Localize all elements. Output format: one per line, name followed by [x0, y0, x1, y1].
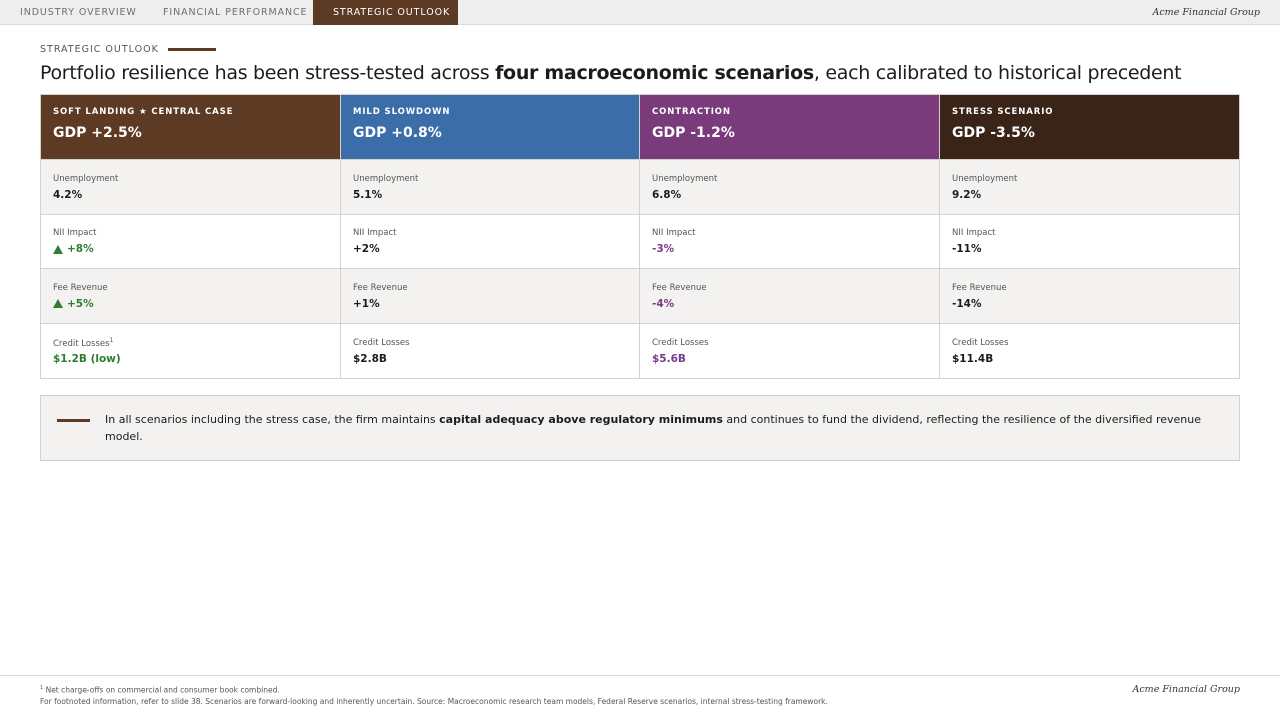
eyebrow-label: STRATEGIC OUTLOOK — [40, 44, 159, 55]
scenario-label: SOFT LANDING ★ CENTRAL CASE — [53, 107, 234, 117]
callout-post: and continues to fund the dividend, refl… — [105, 413, 1201, 443]
scenario-header-stress: STRESS SCENARIO GDP -3.5% — [940, 95, 1239, 160]
key-takeaway-callout: In all scenarios including the stress ca… — [40, 395, 1240, 461]
metric-label: Fee Revenue — [652, 282, 707, 293]
footer-brand: Acme Financial Group — [1132, 684, 1241, 695]
triangle-up-icon — [53, 299, 63, 308]
scenario-label: STRESS SCENARIO — [952, 107, 1054, 117]
footnote-marker: 1 — [109, 336, 114, 344]
tab-industry-overview[interactable]: INDUSTRY OVERVIEW — [20, 7, 137, 18]
triangle-up-icon — [53, 244, 63, 254]
credit-losses-cell: Credit Losses $2.8B — [341, 324, 640, 378]
scenario-grid: SOFT LANDING ★ CENTRAL CASE GDP +2.5% MI… — [40, 94, 1240, 379]
metric-value: -14% — [952, 297, 982, 310]
unemployment-cell: Unemployment 4.2% — [41, 160, 341, 215]
unemployment-cell: Unemployment 9.2% — [940, 160, 1239, 215]
metric-label: Fee Revenue — [952, 282, 1007, 293]
section-eyebrow: STRATEGIC OUTLOOK — [40, 44, 216, 55]
metric-value: +1% — [353, 297, 380, 310]
metric-label: Credit Losses — [652, 337, 709, 348]
tab-financial-performance[interactable]: FINANCIAL PERFORMANCE — [163, 7, 308, 18]
scenario-label: CONTRACTION — [652, 107, 731, 117]
scenario-gdp: GDP -3.5% — [952, 125, 1035, 141]
metric-label: Credit Losses — [952, 337, 1009, 348]
metric-value: 9.2% — [952, 188, 982, 201]
scenario-header-soft-landing: SOFT LANDING ★ CENTRAL CASE GDP +2.5% — [41, 95, 341, 160]
metric-value: 4.2% — [53, 188, 83, 201]
metric-value: 6.8% — [652, 188, 682, 201]
callout-pre: In all scenarios including the stress ca… — [105, 413, 440, 426]
metric-label: NII Impact — [353, 228, 397, 238]
credit-label: Credit Losses — [53, 338, 110, 349]
metric-label: Unemployment — [353, 173, 419, 184]
footnote-text: Net charge-offs on commercial and consum… — [45, 685, 280, 695]
metric-value: $5.6B — [652, 352, 686, 365]
footnote: 1 Net charge-offs on commercial and cons… — [40, 685, 280, 695]
metric-label: Fee Revenue — [353, 282, 408, 293]
metric-label: Credit Losses1 — [53, 337, 328, 349]
metric-value: +5% — [67, 297, 94, 310]
metric-label: Unemployment — [952, 173, 1018, 184]
nii-impact-cell: NII Impact +2% — [341, 215, 640, 269]
metric-value-wrap: +8% — [53, 243, 328, 255]
page-title: Portfolio resilience has been stress-tes… — [40, 62, 1182, 84]
metric-label: Unemployment — [53, 173, 119, 184]
metric-label: NII Impact — [53, 228, 97, 238]
fee-revenue-cell: Fee Revenue -4% — [640, 269, 940, 324]
metric-label: Unemployment — [652, 173, 718, 184]
callout-bold: capital adequacy above regulatory minimu… — [439, 413, 723, 426]
brand-logo-text: Acme Financial Group — [1152, 7, 1261, 18]
metric-label: NII Impact — [952, 228, 996, 238]
callout-text: In all scenarios including the stress ca… — [105, 412, 1215, 445]
scenario-gdp: GDP -1.2% — [652, 125, 735, 141]
scenario-label: MILD SLOWDOWN — [353, 107, 451, 117]
top-nav: INDUSTRY OVERVIEW FINANCIAL PERFORMANCE … — [0, 0, 1280, 25]
metric-value: 5.1% — [353, 188, 383, 201]
metric-value: +2% — [353, 243, 380, 255]
metric-value: $11.4B — [952, 352, 994, 365]
metric-value: +8% — [67, 243, 94, 255]
tab-strategic-outlook[interactable]: STRATEGIC OUTLOOK — [313, 0, 458, 25]
source-note: For footnoted information, refer to slid… — [40, 697, 828, 706]
metric-value-wrap: +5% — [53, 298, 328, 310]
scenario-gdp: GDP +2.5% — [53, 125, 142, 141]
eyebrow-rule — [167, 48, 216, 51]
unemployment-cell: Unemployment 6.8% — [640, 160, 940, 215]
metric-value: -3% — [652, 243, 675, 255]
metric-value: -11% — [952, 243, 982, 255]
title-pre: Portfolio resilience has been stress-tes… — [40, 62, 496, 84]
fee-revenue-cell: Fee Revenue -14% — [940, 269, 1239, 324]
metric-label: Fee Revenue — [53, 282, 108, 293]
footer-divider — [0, 675, 1280, 676]
nii-impact-cell: NII Impact -3% — [640, 215, 940, 269]
nii-impact-cell: NII Impact +8% — [41, 215, 341, 269]
footnote-marker: 1 — [40, 685, 44, 691]
metric-label: Credit Losses — [353, 337, 410, 348]
fee-revenue-cell: Fee Revenue +5% — [41, 269, 341, 324]
scenario-header-mild-slowdown: MILD SLOWDOWN GDP +0.8% — [341, 95, 640, 160]
unemployment-cell: Unemployment 5.1% — [341, 160, 640, 215]
scenario-gdp: GDP +0.8% — [353, 125, 442, 141]
metric-value: $2.8B — [353, 352, 387, 365]
callout-rule — [57, 419, 90, 422]
metric-value: -4% — [652, 297, 675, 310]
metric-label: NII Impact — [652, 228, 696, 238]
metric-value: $1.2B (low) — [53, 353, 121, 366]
nii-impact-cell: NII Impact -11% — [940, 215, 1239, 269]
credit-losses-cell: Credit Losses $5.6B — [640, 324, 940, 378]
title-post: , each calibrated to historical preceden… — [813, 62, 1182, 84]
scenario-header-contraction: CONTRACTION GDP -1.2% — [640, 95, 940, 160]
title-bold: four macroeconomic scenarios — [495, 62, 814, 84]
credit-losses-cell: Credit Losses $11.4B — [940, 324, 1239, 378]
fee-revenue-cell: Fee Revenue +1% — [341, 269, 640, 324]
credit-losses-cell: Credit Losses1 $1.2B (low) — [41, 324, 341, 378]
